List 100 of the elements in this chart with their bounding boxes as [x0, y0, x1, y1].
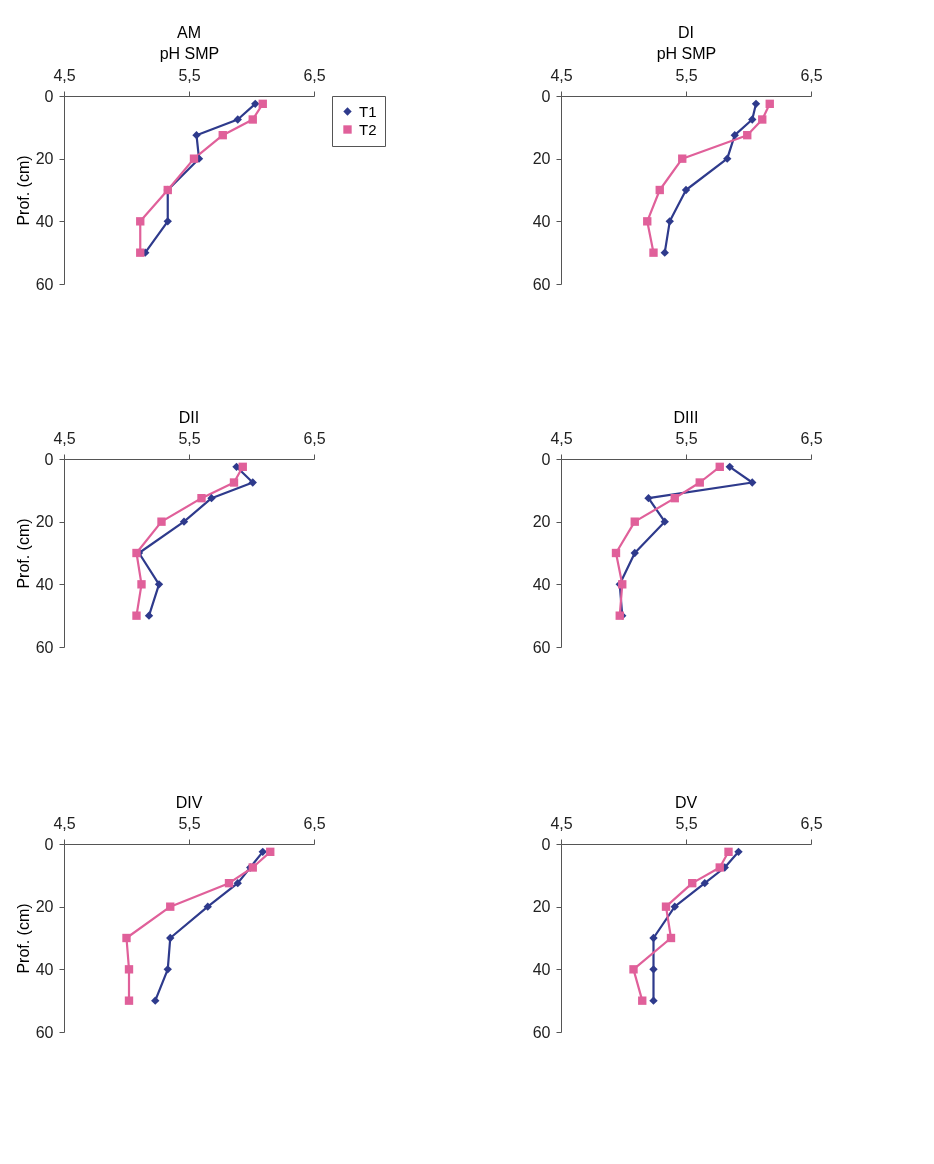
x-tick-label: 6,5 — [800, 66, 823, 84]
y-axis-title: Prof. (cm) — [14, 155, 32, 226]
y-tick-label: 0 — [541, 835, 551, 853]
point — [638, 996, 647, 1005]
legend-label: T1 — [359, 102, 377, 120]
point — [665, 217, 674, 226]
point — [643, 217, 652, 226]
point — [132, 611, 141, 620]
point — [715, 462, 724, 472]
point — [248, 478, 257, 487]
point — [629, 965, 638, 974]
y-tick-label: 20 — [35, 898, 54, 916]
x-tick-label: 5,5 — [675, 66, 698, 84]
point — [748, 115, 757, 124]
y-tick-label: 40 — [35, 212, 54, 230]
x-tick-label: 4,5 — [550, 66, 573, 84]
point — [660, 248, 669, 257]
point — [730, 130, 739, 140]
point — [649, 965, 658, 974]
x-tick-label: 6,5 — [303, 66, 326, 84]
chart-title: DIV — [175, 794, 203, 811]
point — [137, 580, 146, 589]
x-tick-label: 6,5 — [303, 814, 326, 832]
point — [734, 847, 743, 857]
point — [666, 933, 676, 943]
x-tick-label: 5,5 — [178, 429, 201, 447]
y-tick-label: 20 — [532, 513, 551, 531]
point — [266, 847, 275, 857]
point — [163, 217, 172, 226]
x-tick-label: 4,5 — [550, 814, 573, 832]
x-tick-label: 5,5 — [178, 66, 201, 84]
point — [179, 517, 189, 526]
point — [189, 154, 199, 163]
y-tick-label: 0 — [541, 87, 551, 105]
point — [248, 115, 257, 124]
point — [157, 517, 166, 526]
y-tick-label: 20 — [35, 513, 54, 531]
point — [630, 548, 639, 558]
point — [700, 878, 709, 888]
x-tick-label: 4,5 — [550, 429, 573, 447]
y-tick-label: 0 — [44, 87, 54, 105]
point — [688, 878, 697, 888]
point — [197, 493, 206, 503]
point — [144, 611, 154, 620]
y-tick-label: 20 — [532, 898, 551, 916]
chart-title: DV — [674, 794, 698, 811]
x-tick-label: 5,5 — [675, 429, 698, 447]
x-axis-title: pH SMP — [159, 44, 220, 62]
y-tick-label: 60 — [532, 1023, 551, 1041]
point — [611, 548, 621, 558]
point — [192, 130, 201, 140]
point — [154, 580, 164, 589]
y-tick-label: 40 — [532, 575, 551, 593]
y-axis-title: Prof. (cm) — [14, 518, 32, 589]
point — [695, 478, 704, 487]
point — [681, 185, 691, 195]
x-tick-label: 6,5 — [303, 429, 326, 447]
point — [136, 217, 145, 226]
point — [751, 99, 761, 109]
x-tick-label: 4,5 — [53, 429, 76, 447]
point — [678, 154, 687, 163]
x-tick-label: 6,5 — [800, 429, 823, 447]
y-tick-label: 60 — [35, 638, 54, 656]
x-tick-label: 4,5 — [53, 66, 76, 84]
chart-title: DII — [178, 409, 200, 426]
y-tick-label: 60 — [532, 638, 551, 656]
point — [136, 248, 145, 257]
point — [765, 99, 774, 109]
point — [203, 902, 212, 911]
point — [715, 863, 724, 872]
point — [649, 248, 658, 257]
x-tick-label: 5,5 — [675, 814, 698, 832]
point — [251, 99, 260, 109]
point — [724, 847, 733, 857]
point — [723, 154, 732, 163]
y-tick-label: 20 — [35, 150, 54, 168]
x-tick-label: 5,5 — [178, 814, 201, 832]
point — [258, 99, 267, 109]
point — [725, 462, 734, 472]
x-tick-label: 6,5 — [800, 814, 823, 832]
point — [122, 933, 131, 943]
point — [233, 115, 242, 124]
x-axis-title: pH SMP — [656, 44, 717, 62]
point — [758, 115, 767, 124]
point — [229, 478, 239, 487]
point — [218, 130, 227, 140]
y-tick-label: 0 — [44, 835, 54, 853]
y-tick-label: 0 — [541, 450, 551, 468]
point — [207, 493, 216, 503]
point — [258, 847, 267, 857]
y-axis-title: Prof. (cm) — [14, 903, 32, 974]
y-tick-label: 60 — [35, 275, 54, 293]
x-tick-label: 4,5 — [53, 814, 76, 832]
point — [655, 185, 664, 195]
y-tick-label: 40 — [35, 575, 54, 593]
point — [166, 933, 175, 943]
point — [660, 517, 669, 526]
y-tick-label: 40 — [532, 960, 551, 978]
point — [661, 902, 671, 911]
y-tick-label: 60 — [35, 1023, 54, 1041]
